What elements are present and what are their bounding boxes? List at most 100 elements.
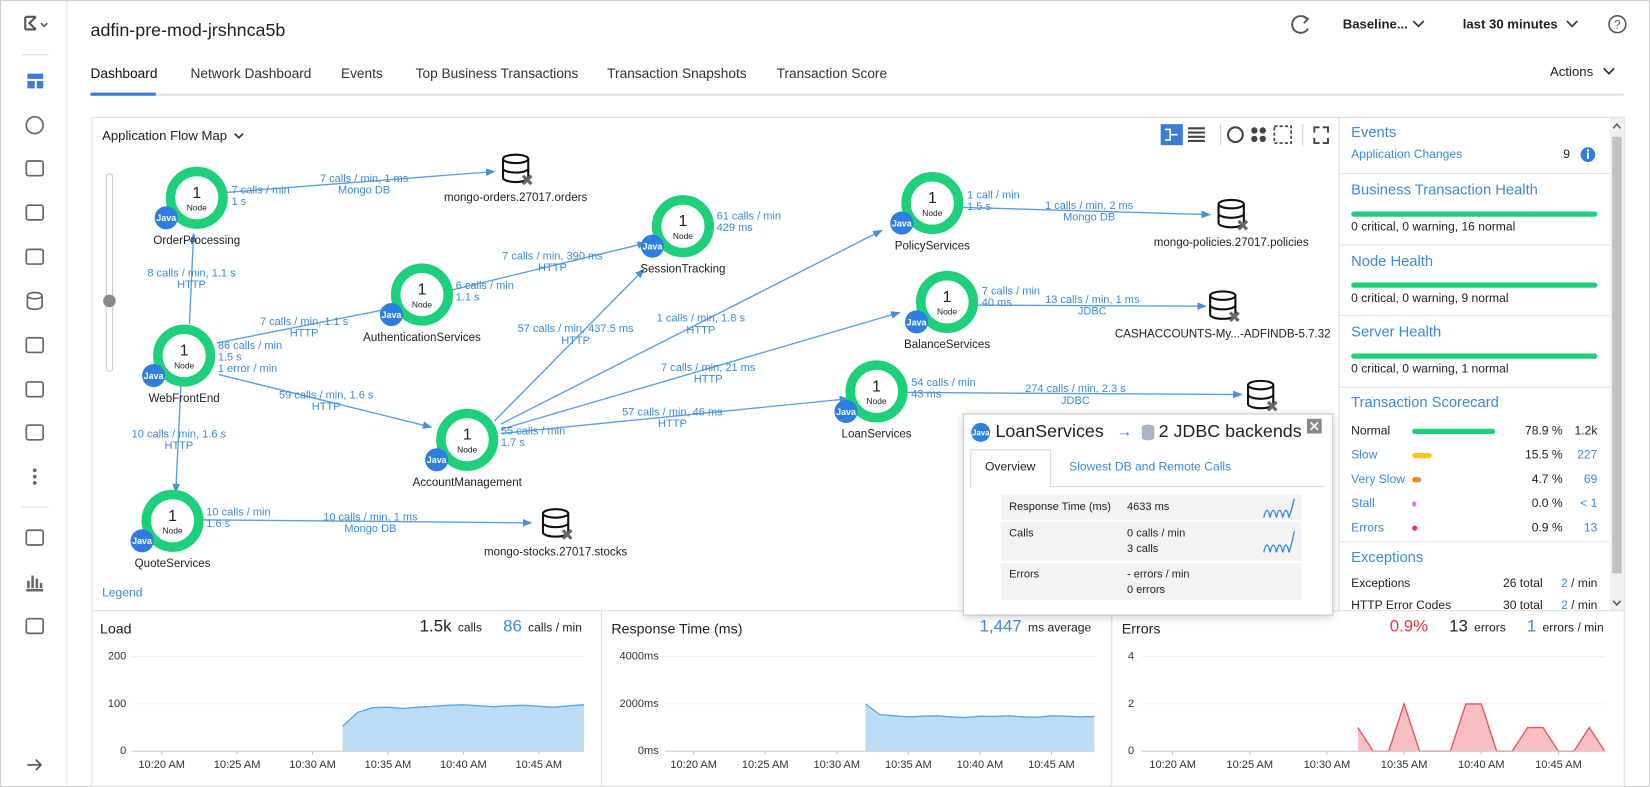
refresh-icon — [1291, 15, 1309, 34]
title-chevron — [234, 133, 244, 140]
java-badge-label: Java — [836, 407, 857, 417]
node-kind: Node — [174, 360, 194, 370]
edge-label: 1.1 s — [456, 292, 480, 304]
exception-rate[interactable]: 2 — [1561, 577, 1568, 591]
scroll-arrow — [1612, 600, 1622, 607]
database-icon — [1209, 290, 1240, 323]
toolbar-icon — [1251, 127, 1258, 134]
popup-tab[interactable]: Overview — [985, 459, 1036, 473]
health-title[interactable]: Business Transaction Health — [1351, 180, 1538, 198]
node-ring[interactable] — [390, 263, 454, 326]
node-ring[interactable] — [916, 270, 979, 334]
health-bar — [1351, 282, 1598, 288]
node-ring[interactable] — [141, 489, 204, 552]
node-ring[interactable] — [651, 195, 714, 258]
toolbar-icon — [1164, 128, 1178, 141]
x-tick-label: 10:45 AM — [515, 759, 562, 771]
scorecard-name[interactable]: Errors — [1351, 521, 1385, 535]
nav-icon — [25, 160, 44, 177]
node-kind: Node — [922, 208, 942, 218]
database-icon — [1246, 379, 1278, 412]
node-count: 1 — [418, 282, 427, 299]
nav-icon — [32, 468, 37, 473]
flow-edge — [216, 306, 393, 344]
actions-menu[interactable]: Actions — [1550, 64, 1594, 79]
zoom-knob[interactable] — [103, 294, 116, 308]
node-kind: Node — [412, 299, 432, 309]
tab[interactable]: Network Dashboard — [190, 65, 312, 82]
info-icon-glyph — [1586, 149, 1589, 152]
scorecard-count[interactable]: 227 — [1577, 449, 1598, 462]
tab[interactable]: Events — [340, 65, 383, 82]
flow-edge — [500, 229, 883, 425]
scorecard-count[interactable]: 69 — [1583, 473, 1598, 487]
scorecard-count[interactable]: < 1 — [1580, 497, 1598, 511]
edge-label: 7 calls / min — [232, 184, 290, 196]
edge-label: 1.6 s — [206, 518, 230, 530]
edge-label: 10 calls / min, 1.6 s — [132, 428, 227, 440]
java-badge — [640, 234, 665, 258]
scorecard-count[interactable]: 13 — [1583, 521, 1598, 535]
x-tick-label: 10:40 AM — [957, 759, 1004, 771]
edge-label: 1 call / min — [967, 190, 1020, 202]
edge-label: 54 calls / min — [911, 377, 975, 389]
node-name: AuthenticationServices — [363, 332, 481, 344]
node-ring[interactable] — [845, 360, 908, 423]
exceptions-title[interactable]: Exceptions — [1351, 548, 1424, 565]
flow-edge — [904, 390, 1243, 399]
node-ring[interactable] — [436, 408, 499, 471]
tab[interactable]: Dashboard — [90, 65, 158, 82]
popup-tab[interactable]: Slowest DB and Remote Calls — [1069, 459, 1231, 473]
popup-row-value: 3 calls — [1127, 543, 1159, 555]
scorecard-pct: 0.9 % — [1531, 521, 1563, 535]
tab[interactable]: Transaction Snapshots — [607, 65, 747, 82]
exception-rate[interactable]: 2 — [1561, 599, 1568, 613]
chart-summary: 1,447 ms average — [980, 618, 1092, 637]
node-ring[interactable] — [153, 324, 216, 387]
flow-edge — [494, 268, 645, 422]
node-ring[interactable] — [165, 166, 228, 229]
scorecard-bar — [1412, 452, 1432, 459]
scorecard-name[interactable]: Stall — [1351, 497, 1375, 511]
summary-value: 0.9% — [1389, 617, 1429, 636]
scorecard-name[interactable]: Slow — [1351, 449, 1378, 462]
node-name: AccountManagement — [413, 477, 523, 489]
scorecard-title[interactable]: Transaction Scorecard — [1351, 393, 1499, 411]
y-tick-label: 0 — [120, 745, 126, 757]
sidebar — [0, 0, 67, 787]
nav-icon — [25, 617, 44, 635]
database-icon — [501, 153, 533, 186]
scorecard-name[interactable]: Very Slow — [1351, 473, 1405, 487]
edge-label: Mongo DB — [1063, 212, 1115, 224]
popup-target: 2 JDBC backends — [1159, 421, 1302, 441]
nav-icon — [25, 204, 44, 221]
tab[interactable]: Transaction Score — [776, 65, 888, 82]
scrollbar-thumb[interactable] — [1612, 136, 1622, 574]
popup-arrow: → — [1116, 424, 1132, 441]
node-count: 1 — [943, 289, 952, 306]
node-name: PolicyServices — [895, 240, 970, 252]
y-tick-label: 0 — [1128, 745, 1134, 757]
health-title[interactable]: Node Health — [1351, 251, 1434, 269]
edge-label: HTTP — [686, 324, 715, 336]
legend-link[interactable]: Legend — [102, 587, 143, 600]
events-title[interactable]: Events — [1351, 123, 1397, 140]
nav-icon[interactable] — [27, 73, 44, 79]
area-line — [342, 704, 585, 727]
events-item[interactable]: Application Changes — [1351, 148, 1463, 161]
flow-edge — [974, 302, 1207, 310]
nav-icon — [25, 336, 44, 354]
database-icon — [541, 508, 573, 540]
chart-title: Errors — [1121, 620, 1161, 637]
popup-row-value: 0 errors — [1127, 584, 1165, 596]
time-range-selector[interactable]: last 30 minutes — [1462, 16, 1558, 32]
tab[interactable]: Top Business Transactions — [415, 65, 579, 82]
summary-value: 1 — [1526, 617, 1537, 636]
popup-row-label: Calls — [1009, 527, 1034, 539]
health-title[interactable]: Server Health — [1351, 323, 1442, 340]
node-ring[interactable] — [901, 172, 964, 235]
edge-label: 7 calls / min, 1 ms — [320, 173, 409, 185]
flow-map-title[interactable]: Application Flow Map — [102, 128, 228, 144]
edge-label: HTTP — [538, 262, 567, 274]
baseline-selector[interactable]: Baseline... — [1342, 16, 1408, 32]
